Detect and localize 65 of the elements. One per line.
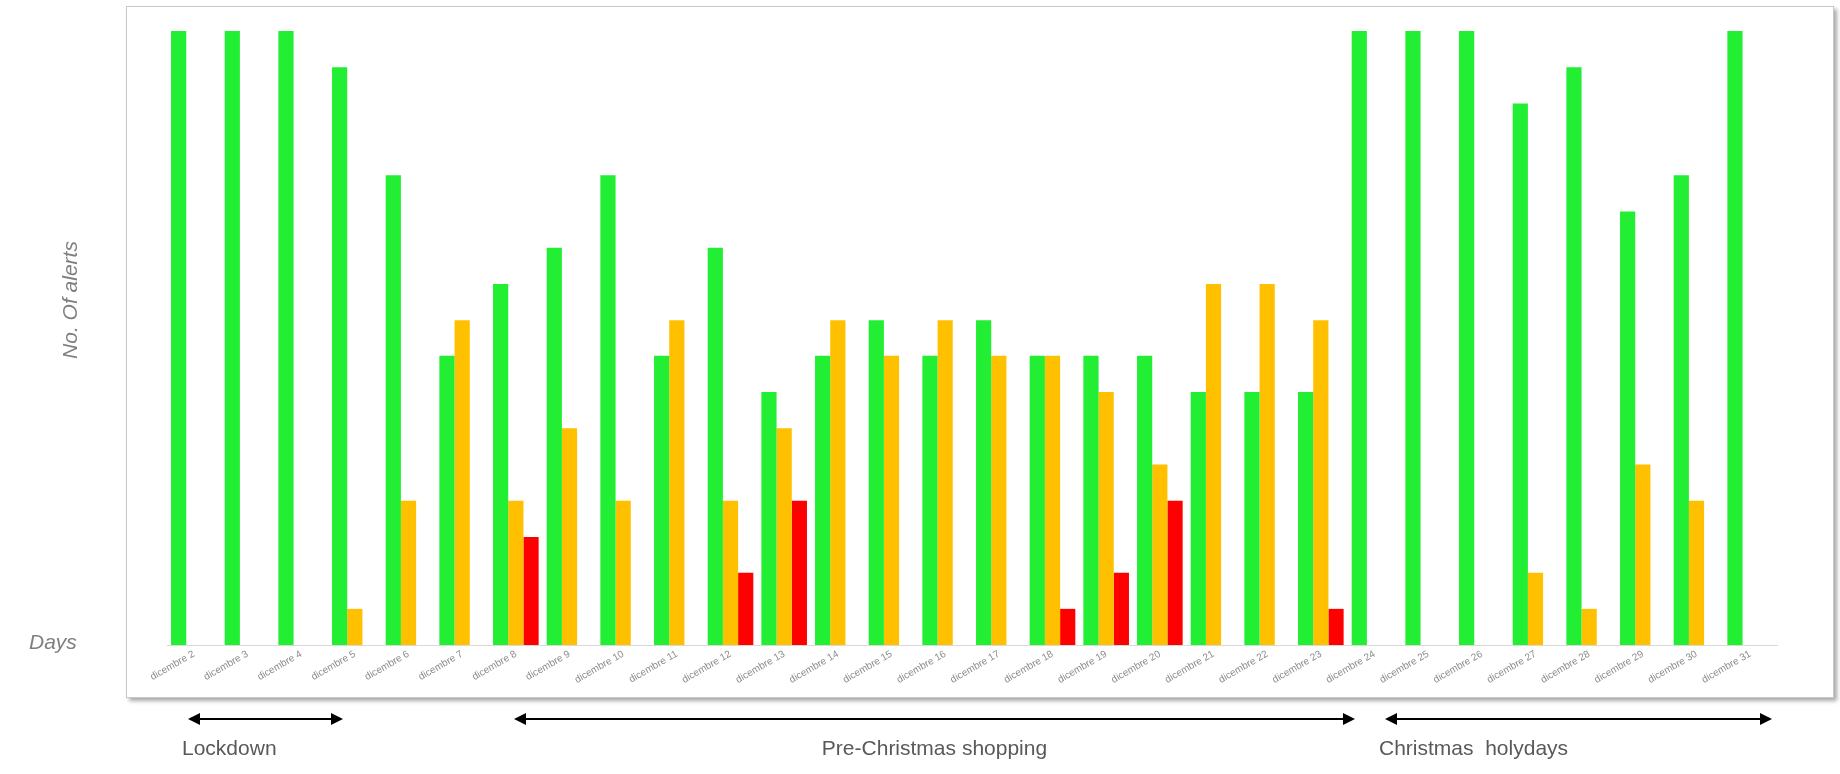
bar xyxy=(738,572,754,646)
bar xyxy=(561,428,578,646)
bar xyxy=(454,320,470,646)
bar xyxy=(1259,284,1275,646)
bar xyxy=(278,31,294,646)
bar xyxy=(1083,355,1099,646)
bar xyxy=(1137,355,1153,646)
bar xyxy=(937,320,953,646)
bar xyxy=(1152,464,1168,646)
bar xyxy=(1635,464,1651,646)
bar xyxy=(1405,31,1421,646)
bar xyxy=(1351,31,1367,646)
bar xyxy=(1313,320,1329,646)
bar xyxy=(868,320,884,646)
bar xyxy=(347,608,363,646)
bar xyxy=(508,500,524,646)
bar xyxy=(1113,572,1129,646)
bar xyxy=(1044,355,1061,646)
bar xyxy=(224,31,240,646)
bar xyxy=(1205,284,1222,646)
bar xyxy=(1527,572,1544,646)
bar xyxy=(385,175,401,646)
text: Pre-Christmas shopping xyxy=(820,736,1049,760)
bar xyxy=(1167,500,1183,646)
bar xyxy=(707,247,723,646)
bar xyxy=(1328,608,1344,646)
bar xyxy=(1688,500,1705,646)
bar xyxy=(883,355,900,646)
bar xyxy=(1727,31,1743,646)
text: Lockdown xyxy=(182,736,278,760)
bar xyxy=(493,284,509,646)
bar xyxy=(669,320,685,646)
bar xyxy=(439,355,455,646)
bar xyxy=(776,428,792,646)
bar xyxy=(1098,392,1114,646)
bar xyxy=(546,247,562,646)
bar xyxy=(1459,31,1475,646)
bar xyxy=(791,500,807,646)
bar xyxy=(830,320,846,646)
bar xyxy=(1581,608,1597,646)
bar xyxy=(1244,392,1260,646)
bar xyxy=(1620,211,1636,646)
bar xyxy=(171,31,187,646)
bar xyxy=(1029,355,1045,646)
bar xyxy=(1060,608,1076,646)
bar xyxy=(1298,392,1314,646)
bar xyxy=(654,355,670,646)
x-axis-title: Days xyxy=(29,630,77,654)
bar xyxy=(400,500,417,646)
text: Christmas holydays xyxy=(1379,736,1570,760)
bar xyxy=(815,355,831,646)
bar xyxy=(1673,175,1689,646)
bar xyxy=(332,67,348,646)
bar xyxy=(722,500,739,646)
bar xyxy=(1512,103,1528,646)
bar xyxy=(1566,67,1582,646)
bar xyxy=(600,175,616,646)
bar xyxy=(615,500,631,646)
bar xyxy=(761,392,777,646)
bar xyxy=(976,320,992,646)
bar xyxy=(922,355,938,646)
bar xyxy=(523,537,539,646)
y-axis-title: No. Of alerts xyxy=(58,241,82,359)
bar xyxy=(1190,392,1206,646)
bar xyxy=(991,355,1007,646)
